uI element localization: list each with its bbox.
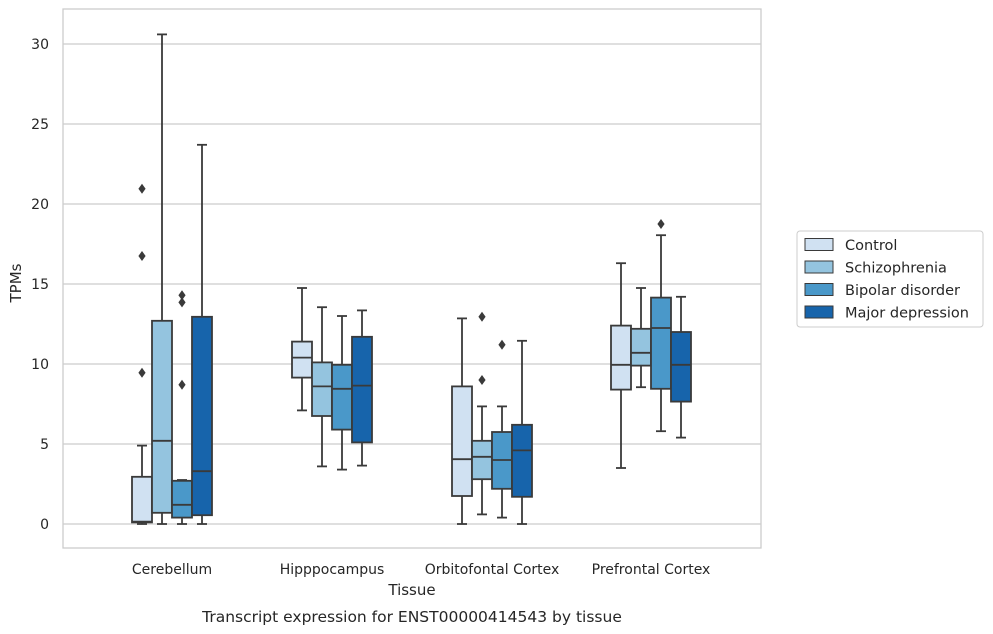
legend-label: Schizophrenia	[845, 261, 947, 277]
box	[331, 315, 353, 471]
outlier-point	[657, 219, 665, 229]
plot-frame	[62, 8, 762, 549]
x-tick-label: Hipppocampus	[280, 562, 385, 578]
y-tick-label: 5	[40, 437, 49, 453]
outlier-point	[478, 311, 486, 322]
box-iqr	[471, 439, 493, 481]
outlier-point	[498, 339, 506, 350]
box	[311, 306, 333, 468]
box-iqr	[650, 296, 672, 390]
legend-swatch	[804, 305, 834, 319]
outlier-point	[178, 379, 186, 390]
box-iqr	[630, 327, 652, 367]
box-iqr	[191, 315, 213, 517]
y-tick-label: 20	[31, 197, 49, 213]
box-iqr	[331, 363, 353, 431]
box	[471, 311, 493, 516]
x-tick-labels: Cerebellum Hipppocampus Orbitofontal Corte…	[132, 562, 710, 578]
box	[630, 287, 652, 389]
box-iqr	[171, 479, 193, 519]
series-schizophrenia	[151, 33, 652, 525]
grid-lines	[63, 43, 761, 525]
legend: Control Schizophrenia Bipolar disorder Majo…	[796, 230, 984, 328]
outlier-point	[178, 297, 186, 308]
box	[650, 219, 672, 433]
box	[131, 183, 153, 525]
outlier-point	[138, 183, 146, 194]
box-iqr	[151, 319, 173, 514]
box	[291, 287, 313, 412]
x-tick-label: Prefrontal Cortex	[592, 562, 711, 578]
y-tick-label: 10	[31, 357, 49, 373]
legend-swatch	[804, 283, 834, 296]
box	[451, 317, 473, 525]
y-axis-label: TPMs	[7, 263, 25, 303]
box	[171, 290, 193, 525]
box-iqr	[511, 423, 533, 498]
chart-caption: Transcript expression for ENST0000041454…	[201, 608, 622, 626]
x-tick-label: Orbitofontal Cortex	[425, 562, 560, 578]
series-control	[131, 183, 632, 525]
box-iqr	[451, 385, 473, 497]
outlier-point	[138, 251, 146, 261]
series-bipolar-disorder	[171, 219, 672, 525]
box	[351, 309, 373, 467]
box-iqr	[670, 331, 692, 403]
box	[610, 262, 632, 469]
box	[151, 33, 173, 525]
y-tick-label: 30	[31, 37, 49, 53]
x-axis-label: Tissue	[387, 581, 435, 599]
legend-frame	[796, 230, 984, 328]
box-iqr	[291, 340, 313, 379]
legend-label: Major depression	[845, 306, 969, 322]
y-tick-label: 15	[31, 277, 49, 293]
y-tick-label: 0	[40, 517, 49, 533]
box-plot-series	[131, 33, 692, 525]
x-tick-label: Cerebellum	[132, 562, 212, 578]
box	[491, 339, 513, 519]
legend-label: Control	[845, 238, 897, 254]
box-iqr	[311, 361, 333, 417]
box	[191, 143, 213, 525]
box-iqr	[131, 475, 153, 524]
legend-label: Bipolar disorder	[845, 283, 960, 299]
y-tick-labels: 0 5 10 15 20 25 30	[31, 37, 49, 533]
series-major-depression	[191, 143, 692, 525]
outlier-point	[178, 290, 186, 301]
box-iqr	[610, 324, 632, 391]
box-iqr	[351, 335, 373, 444]
box	[511, 339, 533, 525]
outlier-point	[138, 367, 146, 378]
y-tick-label: 25	[31, 117, 49, 133]
box	[670, 295, 692, 439]
outlier-point	[478, 375, 486, 385]
legend-swatch	[804, 238, 834, 251]
legend-swatch	[804, 260, 834, 274]
